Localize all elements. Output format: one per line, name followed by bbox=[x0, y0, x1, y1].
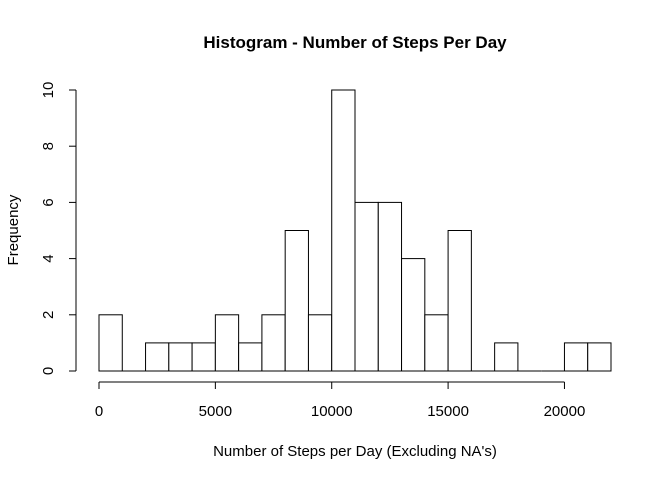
histogram-bar bbox=[214, 314, 240, 372]
y-axis: 0 2 4 6 8 10 bbox=[40, 82, 77, 375]
y-tick-label: 0 bbox=[40, 367, 57, 375]
bars-group bbox=[98, 89, 612, 372]
histogram-bar bbox=[377, 201, 403, 372]
x-tick-label: 5000 bbox=[199, 403, 232, 420]
histogram-bar bbox=[401, 258, 426, 372]
y-tick-label: 6 bbox=[40, 198, 57, 206]
x-tick-label: 20000 bbox=[544, 403, 586, 420]
histogram-bar bbox=[331, 89, 356, 372]
histogram-bar bbox=[261, 314, 286, 372]
y-tick-label: 8 bbox=[40, 142, 57, 150]
x-tick-label: 15000 bbox=[427, 403, 469, 420]
histogram-bar bbox=[563, 342, 589, 372]
histogram-bar bbox=[168, 342, 193, 372]
x-tick-label: 10000 bbox=[311, 403, 353, 420]
histogram-bar bbox=[587, 342, 612, 372]
histogram-bar bbox=[284, 230, 309, 372]
chart-title: Histogram - Number of Steps Per Day bbox=[203, 33, 507, 52]
x-axis: 0 5000 10000 15000 20000 bbox=[95, 381, 586, 420]
x-tick-label: 0 bbox=[95, 403, 103, 420]
histogram-bar bbox=[447, 230, 472, 372]
y-tick-label: 4 bbox=[40, 254, 57, 262]
histogram-bar bbox=[494, 342, 519, 372]
histogram-bar bbox=[98, 314, 123, 372]
x-axis-label: Number of Steps per Day (Excluding NA's) bbox=[213, 443, 497, 460]
histogram-bar bbox=[238, 342, 263, 372]
y-axis-label: Frequency bbox=[5, 194, 22, 265]
histogram-bar bbox=[354, 201, 379, 372]
histogram-bar bbox=[191, 342, 216, 372]
histogram-bar bbox=[145, 342, 170, 372]
y-tick-label: 10 bbox=[40, 82, 57, 99]
histogram-bar bbox=[424, 314, 449, 372]
histogram-bar bbox=[307, 314, 333, 372]
y-tick-label: 2 bbox=[40, 311, 57, 319]
